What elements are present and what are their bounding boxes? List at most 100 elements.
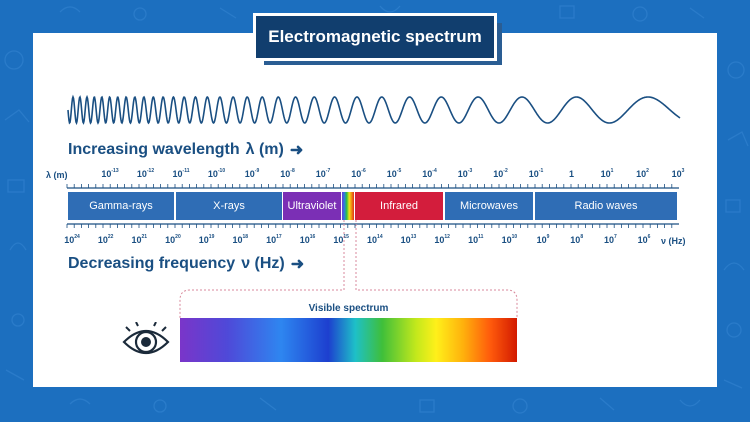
frequency-tick-base: 10 — [97, 235, 108, 245]
frequency-tick-label: 1020 — [165, 234, 181, 245]
frequency-tick-label: 1012 — [434, 234, 450, 245]
wavelength-heading-text: Increasing wavelength — [68, 141, 240, 158]
frequency-tick-base: 10 — [434, 235, 445, 245]
frequency-tick-base: 10 — [400, 235, 411, 245]
frequency-tick-exponent: 18 — [242, 234, 249, 240]
frequency-tick-base: 10 — [299, 235, 310, 245]
frequency-unit-label: ν (Hz) — [661, 236, 686, 246]
band-infrared: Infrared — [355, 192, 443, 220]
frequency-tick-label: 1018 — [232, 234, 249, 245]
frequency-tick-label: 1019 — [199, 234, 215, 245]
wavelength-tick-base: 10 — [493, 169, 504, 179]
frequency-tick-label: 1014 — [367, 234, 383, 245]
frequency-tick-label: 1015 — [333, 234, 349, 245]
frequency-tick-label: 1021 — [131, 234, 148, 245]
frequency-tick-exponent: 20 — [175, 234, 181, 240]
wavelength-tick-label: 10-8 — [280, 168, 294, 179]
wavelength-tick-label: 10-10 — [208, 168, 226, 179]
wavelength-tick-label: 102 — [636, 168, 649, 179]
wavelength-scale: 10-13 10-12 10-11 10-10 10-9 10-8 10-7 10-6 10-5… — [0, 168, 750, 183]
frequency-tick-exponent: 7 — [613, 234, 617, 240]
wavelength-tick-label: 10-4 — [422, 168, 437, 179]
frequency-tick-label: 1017 — [266, 234, 282, 245]
wavelength-tick-exponent: -5 — [396, 168, 402, 174]
frequency-tick-label: 1016 — [299, 234, 316, 245]
wavelength-tick-exponent: -1 — [538, 168, 544, 174]
wavelength-tick-base: 10 — [386, 169, 397, 179]
wavelength-heading-symbol: λ (m) — [245, 141, 284, 158]
wavelength-tick-label: 10-13 — [101, 168, 119, 179]
visible-spectrum-bar — [180, 318, 517, 362]
frequency-tick-base: 10 — [367, 235, 378, 245]
frequency-tick-label: 1013 — [400, 234, 417, 245]
frequency-tick-exponent: 21 — [141, 234, 148, 240]
wavelength-tick-exponent: -10 — [217, 168, 226, 174]
frequency-scale: 1024 1022 1021 1020 1019 1018 1017 1016 1015 1014… — [0, 234, 750, 249]
wavelength-tick-base: 1 — [568, 169, 575, 179]
wavelength-tick-label: 103 — [671, 168, 685, 179]
wavelength-tick-exponent: -9 — [254, 168, 260, 174]
frequency-tick-exponent: 15 — [343, 234, 349, 240]
frequency-tick-label: 1010 — [501, 234, 518, 245]
band-microwaves: Microwaves — [445, 192, 533, 220]
frequency-tick-base: 10 — [501, 235, 512, 245]
frequency-tick-exponent: 8 — [580, 234, 584, 240]
frequency-tick-base: 10 — [232, 235, 243, 245]
frequency-tick-label: 1024 — [64, 234, 80, 245]
frequency-heading-text: Decreasing frequency — [68, 255, 236, 272]
wavelength-tick-exponent: -6 — [361, 168, 366, 174]
wavelength-tick-label: 10-5 — [386, 168, 402, 179]
wavelength-heading: Increasing wavelength λ (m) ➜ — [68, 140, 303, 160]
wavelength-tick-base: 10 — [351, 169, 362, 179]
wavelength-tick-exponent: -11 — [182, 168, 190, 174]
band-gamma-rays: Gamma-rays — [68, 192, 174, 220]
frequency-tick-label: 109 — [537, 234, 550, 245]
wavelength-tick-exponent: -13 — [111, 168, 119, 174]
wavelength-tick-label: 10-6 — [351, 168, 366, 179]
frequency-tick-exponent: 19 — [208, 234, 215, 240]
band-ultraviolet: Ultraviolet — [283, 192, 341, 220]
wavelength-tick-exponent: -3 — [467, 168, 473, 174]
wavelength-tick-exponent: -4 — [432, 168, 437, 174]
wavelength-tick-exponent: -12 — [146, 168, 155, 174]
wavelength-tick-base: 10 — [244, 169, 255, 179]
wavelength-tick-exponent: 3 — [681, 168, 685, 174]
frequency-tick-base: 10 — [165, 235, 176, 245]
wavelength-tick-base: 10 — [600, 169, 611, 179]
frequency-tick-base: 10 — [266, 235, 277, 245]
frequency-tick-label: 1022 — [97, 234, 114, 245]
wavelength-tick-exponent: -7 — [325, 168, 331, 174]
wavelength-tick-label: 10-9 — [244, 168, 260, 179]
frequency-tick-exponent: 24 — [74, 234, 80, 240]
frequency-tick-base: 10 — [603, 235, 614, 245]
wavelength-tick-base: 10 — [315, 169, 326, 179]
frequency-tick-exponent: 13 — [410, 234, 417, 240]
wavelength-tick-base: 10 — [101, 169, 112, 179]
wavelength-tick-base: 10 — [671, 169, 682, 179]
frequency-tick-exponent: 11 — [478, 234, 484, 240]
frequency-tick-label: 108 — [570, 234, 584, 245]
frequency-tick-exponent: 9 — [546, 234, 550, 240]
wavelength-tick-exponent: -2 — [503, 168, 508, 174]
arrow-right-icon: ➜ — [289, 142, 304, 159]
frequency-tick-base: 10 — [468, 235, 479, 245]
wavelength-tick-base: 10 — [457, 169, 468, 179]
frequency-tick-exponent: 22 — [107, 234, 114, 240]
frequency-tick-exponent: 16 — [309, 234, 316, 240]
wavelength-tick-exponent: 1 — [610, 168, 614, 174]
wavelength-tick-base: 10 — [172, 169, 183, 179]
frequency-tick-label: 107 — [603, 234, 617, 245]
band-visible — [342, 192, 354, 220]
frequency-tick-base: 10 — [637, 235, 648, 245]
frequency-tick-exponent: 12 — [444, 234, 450, 240]
band-x-rays: X-rays — [176, 192, 282, 220]
wavelength-tick-label: 10-3 — [457, 168, 473, 179]
wavelength-tick-base: 10 — [636, 169, 647, 179]
wavelength-unit-label: λ (m) — [46, 170, 68, 180]
frequency-tick-label: 1011 — [468, 234, 484, 245]
wavelength-tick-label: 10-11 — [172, 168, 190, 179]
wavelength-tick-label: 10-7 — [315, 168, 331, 179]
frequency-tick-base: 10 — [131, 235, 142, 245]
wavelength-tick-label: 10-1 — [529, 168, 544, 179]
